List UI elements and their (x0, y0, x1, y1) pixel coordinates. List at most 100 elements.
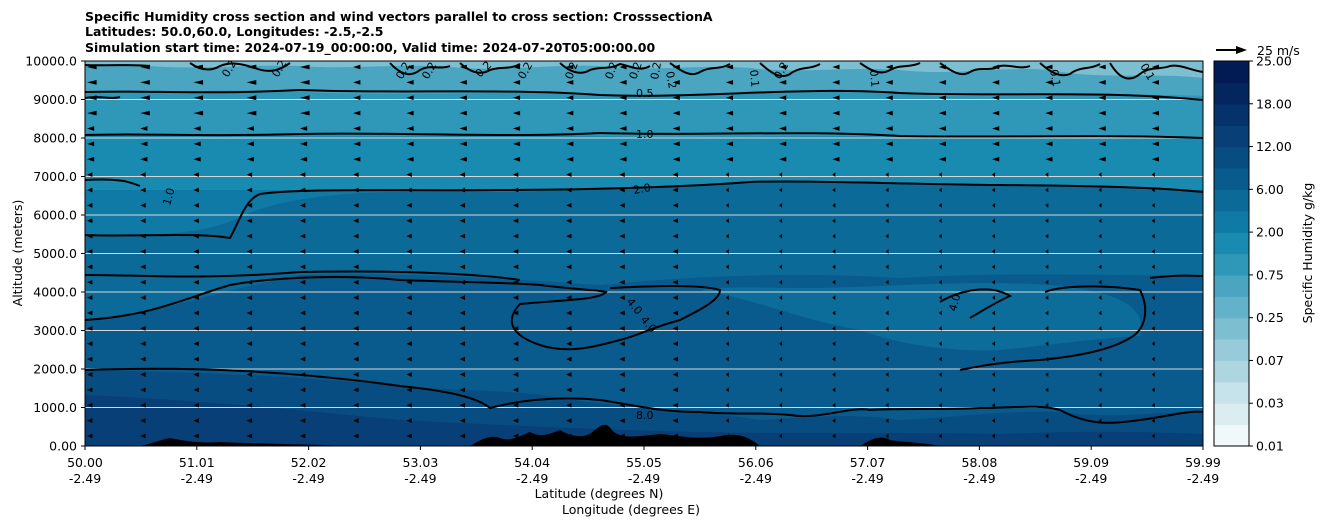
wind-vector (353, 295, 359, 301)
wind-vector (193, 64, 204, 70)
wind-vector (87, 418, 93, 424)
colorbar-tick-label: 6.00 (1256, 182, 1284, 197)
wind-vector (992, 249, 996, 254)
wind-vector (140, 402, 146, 408)
wind-vector (87, 325, 93, 331)
plot-area (85, 61, 1208, 446)
wind-vector (779, 202, 783, 208)
wind-vector (672, 264, 679, 270)
wind-vector (992, 95, 1000, 101)
wind-vector (87, 110, 97, 116)
wind-vector (725, 95, 734, 101)
wind-vector (87, 95, 97, 101)
wind-vector (246, 172, 253, 178)
wind-vector (246, 218, 253, 224)
colorbar-segment (1214, 274, 1249, 297)
wind-vector (938, 172, 942, 178)
chart-title-line-1: Specific Humidity cross section and wind… (85, 9, 713, 24)
wind-vector (566, 372, 572, 377)
wind-vector (246, 418, 253, 424)
wind-vector (779, 233, 783, 239)
wind-vector (1045, 249, 1049, 254)
wind-vector (87, 187, 93, 193)
wind-vector (1151, 310, 1155, 316)
wind-vector (1045, 372, 1049, 377)
wind-vector (619, 325, 625, 331)
wind-vector (832, 95, 840, 101)
wind-vector (566, 264, 572, 270)
wind-vector (1205, 434, 1208, 439)
wind-vector (672, 141, 680, 147)
wind-vector (779, 64, 787, 70)
wind-vector (299, 156, 308, 162)
wind-vector (566, 95, 574, 101)
wind-vector (779, 249, 783, 254)
wind-vector (619, 418, 625, 424)
wind-vector (938, 202, 942, 208)
wind-vector (246, 310, 253, 316)
x-tick-label-lon: -2.49 (1187, 471, 1219, 486)
wind-vector (1151, 356, 1155, 362)
x-tick-label-lat: 57.07 (850, 455, 886, 470)
wind-vector (140, 187, 146, 193)
wind-vector (672, 433, 679, 439)
colorbar-ticks: 0.01 0.03 0.07 0.25 0.75 2.00 6.00 12.00 18.00 25… (1249, 54, 1292, 454)
grid-lines (85, 99, 1203, 408)
wind-vector (299, 126, 308, 131)
wind-vector (406, 187, 412, 193)
contour-label: 0.2 (663, 70, 679, 89)
wind-vector (193, 402, 199, 408)
wind-vector (1098, 279, 1102, 285)
colorbar-segment (1214, 61, 1249, 83)
wind-vector (672, 279, 679, 285)
x-axis-label-latitude: Latitude (degrees N) (535, 486, 664, 501)
wind-vector (353, 402, 359, 408)
wind-vector (246, 126, 254, 131)
wind-vector (619, 402, 625, 408)
wind-vector (779, 295, 783, 301)
wind-vector (87, 79, 97, 85)
wind-vector (725, 279, 729, 285)
wind-vector (619, 279, 625, 285)
colorbar (1214, 61, 1249, 447)
wind-vector (725, 187, 729, 193)
colorbar-tick-label: 0.03 (1256, 396, 1284, 411)
wind-vector (938, 325, 942, 331)
wind-vector (672, 402, 679, 408)
contour-4.0 (85, 270, 1203, 371)
colorbar-segment (1214, 189, 1249, 212)
wind-vector (566, 156, 574, 162)
wind-vector (779, 418, 783, 424)
wind-vector (87, 218, 93, 224)
wind-vector (353, 264, 359, 270)
wind-vector (672, 218, 679, 224)
wind-vector (672, 295, 679, 301)
wind-vector (992, 372, 996, 377)
wind-vector (938, 249, 942, 254)
wind-vector (1151, 202, 1155, 208)
wind-vector (512, 79, 521, 85)
wind-vector (406, 249, 412, 254)
colorbar-segment (1214, 103, 1249, 126)
wind-vector (1205, 387, 1208, 392)
wind-vector (87, 264, 93, 270)
wind-vector (938, 402, 942, 408)
contour-label: 1.0 (160, 187, 177, 207)
wind-vector (619, 64, 627, 70)
wind-vector (193, 141, 201, 147)
wind-vector (566, 387, 572, 393)
wind-vector (299, 64, 310, 70)
wind-vector (938, 141, 947, 147)
wind-vector (1151, 295, 1155, 301)
wind-vector (459, 264, 466, 270)
y-tick-label: 2000.0 (33, 362, 77, 377)
wind-vector (459, 141, 467, 147)
wind-vector (406, 279, 412, 285)
wind-vector (619, 187, 625, 193)
colorbar-segment (1214, 253, 1249, 276)
wind-vector (87, 141, 95, 147)
wind-vector (885, 95, 893, 101)
contour-label: 0.1 (867, 69, 881, 88)
wind-vector (725, 233, 729, 239)
wind-vector (406, 126, 414, 131)
